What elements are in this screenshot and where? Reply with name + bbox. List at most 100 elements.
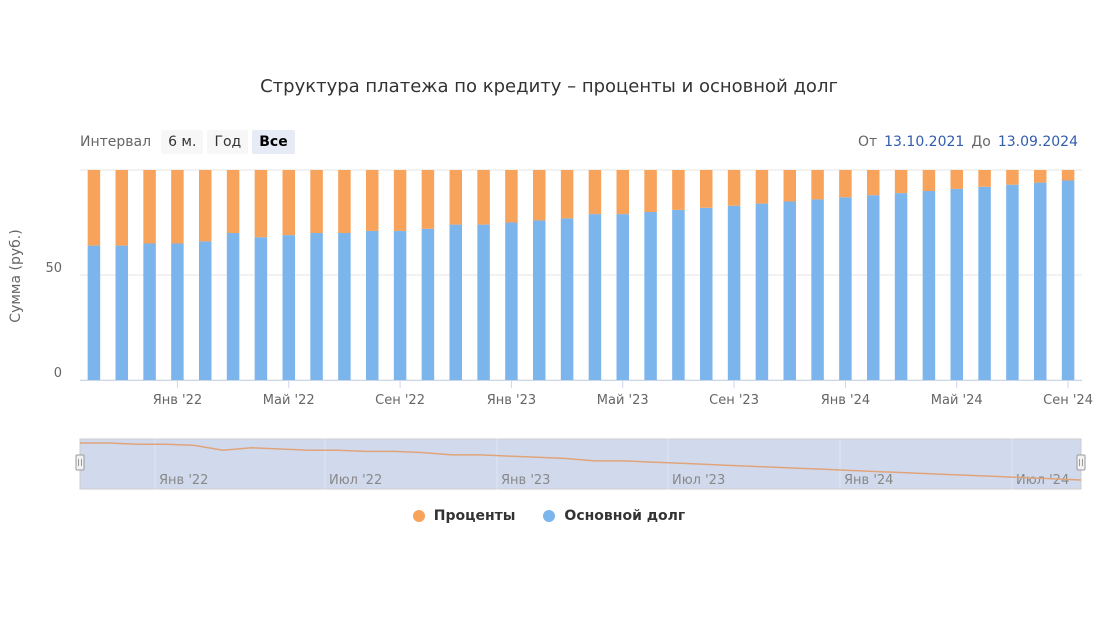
bar-interest[interactable] [894,170,908,194]
bar-interest[interactable] [226,170,240,233]
bar-principal[interactable] [783,201,797,381]
bar-principal[interactable] [199,241,212,380]
bar-principal[interactable] [1061,180,1075,381]
bar-principal[interactable] [171,243,184,381]
x-tick-label: Сен '22 [375,393,425,408]
bar-interest[interactable] [588,170,602,215]
navigator[interactable]: Янв '22 Июл '22 Янв '23 Июл '23 Янв '24 Июл '… [75,438,1086,490]
date-from-input[interactable]: 13.10.2021 [884,134,965,150]
navigator-handle-left[interactable] [75,454,85,471]
x-tick-label: Янв '24 [821,393,870,408]
bar-principal[interactable] [672,209,685,380]
legend-marker-principal [543,510,556,522]
bar-interest[interactable] [644,170,657,212]
bar-principal[interactable] [282,235,296,380]
legend-item-interest[interactable]: Проценты [412,508,515,524]
bar-interest[interactable] [393,170,407,231]
legend-item-principal[interactable]: Основной долг [543,508,685,524]
bar-interest[interactable] [1061,170,1075,181]
handle-grip[interactable] [1076,454,1086,471]
navigator-selection[interactable] [79,438,1082,490]
bar-principal[interactable] [644,212,657,380]
legend-marker-interest [412,510,425,522]
bar-interest[interactable] [867,170,880,196]
bar-principal[interactable] [894,193,908,380]
bar-interest[interactable] [421,170,435,229]
date-to-input[interactable]: 13.09.2024 [997,134,1078,150]
bar-principal[interactable] [839,197,852,380]
bar-principal[interactable] [226,233,240,380]
bar-principal[interactable] [143,243,156,381]
x-axis: Янв '22 Май '22 Сен '22 Янв '23 Май '23 Сен '… [80,380,1093,408]
bar-interest[interactable] [477,170,490,225]
bar-principal[interactable] [700,207,713,380]
bar-principal[interactable] [533,220,546,380]
bar-interest[interactable] [143,170,156,244]
bar-principal[interactable] [811,199,824,380]
range-button-6m[interactable]: 6 м. [161,130,204,154]
bar-interest[interactable] [171,170,184,244]
bar-interest[interactable] [755,170,769,204]
bar-principal[interactable] [755,203,769,380]
bar-interest[interactable] [1006,170,1019,185]
range-button-all[interactable]: Все [252,130,295,154]
bar-principal[interactable] [87,245,101,380]
bar-interest[interactable] [199,170,212,242]
bar-interest[interactable] [338,170,351,233]
bars [87,170,1075,381]
bar-principal[interactable] [560,218,574,380]
bar-interest[interactable] [505,170,518,223]
y-tick-label: 50 [45,261,62,276]
bar-interest[interactable] [839,170,852,198]
bar-principal[interactable] [922,191,936,380]
handle-grip[interactable] [75,454,85,471]
bar-principal[interactable] [616,214,630,380]
bar-principal[interactable] [421,228,435,380]
bar-interest[interactable] [1034,170,1047,183]
bar-interest[interactable] [811,170,824,200]
chart-title: Структура платежа по кредиту – проценты … [260,76,838,97]
x-tick-label: Сен '23 [709,393,759,408]
bar-interest[interactable] [783,170,797,202]
bar-interest[interactable] [254,170,268,238]
x-tick-label: Янв '23 [487,393,536,408]
y-tick-label: 0 [54,366,62,381]
bar-interest[interactable] [310,170,323,233]
bar-interest[interactable] [727,170,741,206]
bar-interest[interactable] [533,170,546,221]
bar-principal[interactable] [505,222,518,381]
range-button-year[interactable]: Год [207,130,249,154]
bar-principal[interactable] [727,205,741,380]
bar-principal[interactable] [254,237,268,380]
bar-principal[interactable] [1006,184,1019,380]
bar-principal[interactable] [366,230,379,380]
bar-interest[interactable] [115,170,129,246]
bar-interest[interactable] [922,170,936,191]
bar-interest[interactable] [978,170,991,187]
bar-principal[interactable] [115,245,129,380]
bar-interest[interactable] [616,170,630,215]
bar-interest[interactable] [449,170,463,225]
bar-principal[interactable] [867,195,880,380]
date-from-label: От [857,134,878,150]
bar-interest[interactable] [672,170,685,210]
bar-principal[interactable] [978,186,991,380]
bar-interest[interactable] [560,170,574,219]
navigator-handle-right[interactable] [1076,454,1086,471]
bar-principal[interactable] [477,224,490,380]
bar-interest[interactable] [700,170,713,208]
bar-interest[interactable] [950,170,964,189]
bar-principal[interactable] [338,233,351,380]
bar-principal[interactable] [310,233,323,380]
bar-interest[interactable] [366,170,379,231]
bar-principal[interactable] [449,224,463,380]
bar-interest[interactable] [87,170,101,246]
bar-interest[interactable] [282,170,296,236]
bar-principal[interactable] [588,214,602,380]
bar-principal[interactable] [950,188,964,380]
x-tick-label: Май '24 [931,393,983,408]
range-selector-label: Интервал [80,134,152,150]
bar-principal[interactable] [393,230,407,380]
date-range: От 13.10.2021 До 13.09.2024 [851,129,1078,155]
bar-principal[interactable] [1034,182,1047,380]
